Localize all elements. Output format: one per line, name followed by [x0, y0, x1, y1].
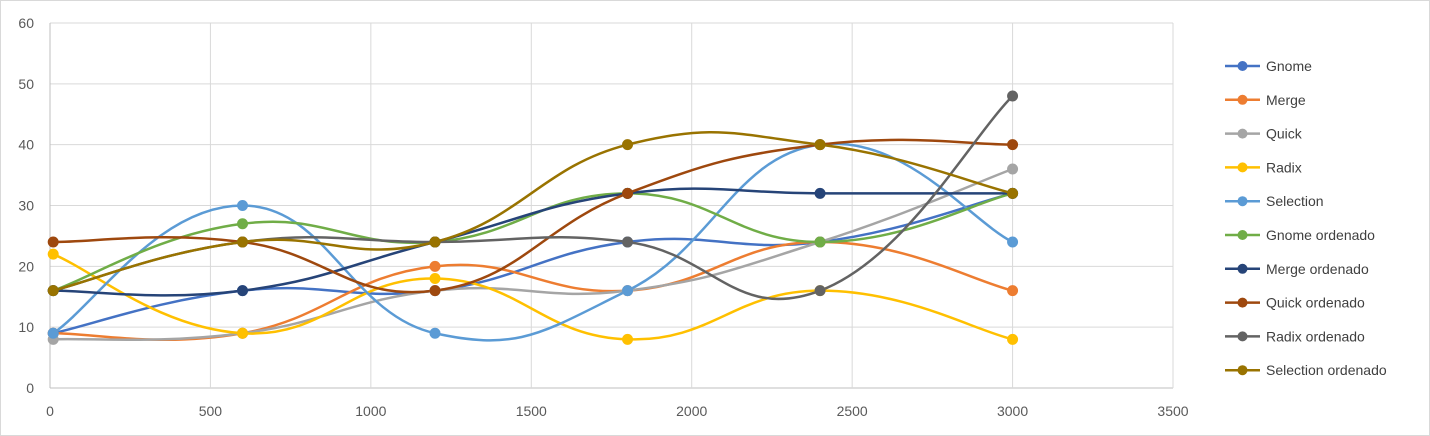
data-point-selection-ordenado: [814, 139, 826, 151]
data-point-radix: [47, 248, 59, 260]
legend-label: Gnome ordenado: [1266, 227, 1375, 243]
data-point-radix: [237, 327, 249, 339]
legend-marker-swatch: [1237, 365, 1248, 376]
legend-label: Merge ordenado: [1266, 261, 1369, 277]
data-point-selection-ordenado: [47, 285, 59, 297]
y-tick-label: 40: [18, 137, 34, 153]
data-point-quick-ordenado: [1007, 139, 1019, 151]
gridlines: [49, 22, 1174, 389]
data-point-radix-ordenado: [622, 236, 634, 248]
legend-item-selection: Selection: [1225, 193, 1324, 209]
data-point-selection-ordenado: [622, 139, 634, 151]
series-line-selection-ordenado: [51, 131, 1014, 292]
y-tick-label: 60: [18, 15, 34, 31]
legend-marker-swatch: [1237, 230, 1248, 240]
legend-marker-swatch: [1237, 128, 1248, 139]
data-point-merge-ordenado: [237, 285, 249, 297]
legend-item-quick-ordenado: Quick ordenado: [1225, 295, 1365, 311]
series-line-radix-ordenado: [51, 94, 1014, 301]
y-tick-label: 20: [18, 258, 34, 274]
data-point-selection-ordenado: [237, 236, 249, 248]
y-tick-label: 30: [18, 198, 34, 214]
legend-marker-swatch: [1237, 331, 1248, 342]
data-point-radix-ordenado: [1007, 90, 1019, 102]
legend-label: Radix: [1266, 159, 1302, 175]
legend-label: Quick: [1266, 126, 1303, 142]
legend-marker-swatch: [1237, 162, 1248, 173]
series-line-quick-ordenado: [51, 138, 1014, 294]
data-point-selection: [237, 200, 249, 211]
data-point-merge: [429, 260, 441, 272]
legend-label: Selection: [1266, 193, 1324, 209]
x-tick-label: 0: [46, 403, 54, 419]
data-point-selection: [1007, 236, 1019, 248]
data-point-radix: [622, 333, 634, 345]
data-point-quick-ordenado: [47, 236, 59, 248]
legend-item-gnome-ordenado: Gnome ordenado: [1225, 227, 1375, 243]
y-tick-label: 50: [18, 76, 34, 92]
legend-marker-swatch: [1237, 196, 1248, 207]
series-lines: [51, 94, 1014, 342]
series-line-radix: [51, 252, 1014, 341]
legend: Gnome Merge Quick Radix Selection Gnome orden…: [1225, 58, 1387, 378]
legend-label: Quick ordenado: [1266, 295, 1365, 311]
data-point-selection: [429, 327, 441, 339]
data-point-selection: [47, 327, 59, 339]
legend-item-merge: Merge: [1225, 92, 1306, 108]
data-point-selection-ordenado: [429, 236, 441, 248]
data-point-merge-ordenado: [814, 187, 826, 199]
x-tick-label: 3500: [1157, 403, 1188, 419]
series-markers: [47, 90, 1019, 345]
legend-item-radix-ordenado: Radix ordenado: [1225, 328, 1365, 344]
series-line-quick: [51, 167, 1014, 342]
legend-item-quick: Quick: [1225, 126, 1303, 142]
x-tick-label: 3000: [997, 403, 1028, 419]
data-point-merge: [1007, 285, 1019, 297]
data-point-quick-ordenado: [429, 285, 441, 297]
x-tick-label: 500: [199, 403, 223, 419]
y-tick-label: 10: [18, 319, 34, 335]
y-tick-label: 0: [26, 380, 34, 396]
legend-marker-swatch: [1237, 94, 1248, 105]
legend-item-selection-ordenado: Selection ordenado: [1225, 362, 1387, 378]
x-tick-label: 2000: [676, 403, 707, 419]
data-point-radix: [429, 273, 441, 284]
series-line-merge-ordenado: [51, 187, 1014, 297]
legend-label: Merge: [1266, 92, 1306, 108]
data-point-selection: [622, 285, 634, 297]
legend-item-gnome: Gnome: [1225, 58, 1312, 74]
x-tick-label: 1500: [516, 403, 547, 419]
data-point-quick-ordenado: [622, 187, 634, 199]
data-point-gnome-ordenado: [237, 218, 249, 230]
legend-marker-swatch: [1237, 297, 1248, 308]
legend-marker-swatch: [1237, 61, 1248, 71]
legend-label: Gnome: [1266, 58, 1312, 74]
legend-marker-swatch: [1237, 263, 1248, 274]
data-point-gnome-ordenado: [814, 236, 826, 248]
legend-label: Selection ordenado: [1266, 362, 1387, 378]
data-point-radix-ordenado: [814, 285, 826, 297]
x-tick-label: 1000: [355, 403, 386, 419]
series-line-gnome-ordenado: [51, 192, 1014, 292]
data-point-radix: [1007, 333, 1019, 345]
legend-item-radix: Radix: [1225, 159, 1302, 175]
series-line-selection: [51, 142, 1014, 342]
x-tick-label: 2500: [837, 403, 868, 419]
legend-label: Radix ordenado: [1266, 328, 1365, 344]
axes: 0 10 20 30 40 50 60 0 500 1000 1500 2000 2500 3000 350…: [18, 15, 1188, 419]
legend-item-merge-ordenado: Merge ordenado: [1225, 261, 1369, 277]
data-point-quick: [1007, 163, 1019, 175]
data-point-selection-ordenado: [1007, 187, 1019, 199]
